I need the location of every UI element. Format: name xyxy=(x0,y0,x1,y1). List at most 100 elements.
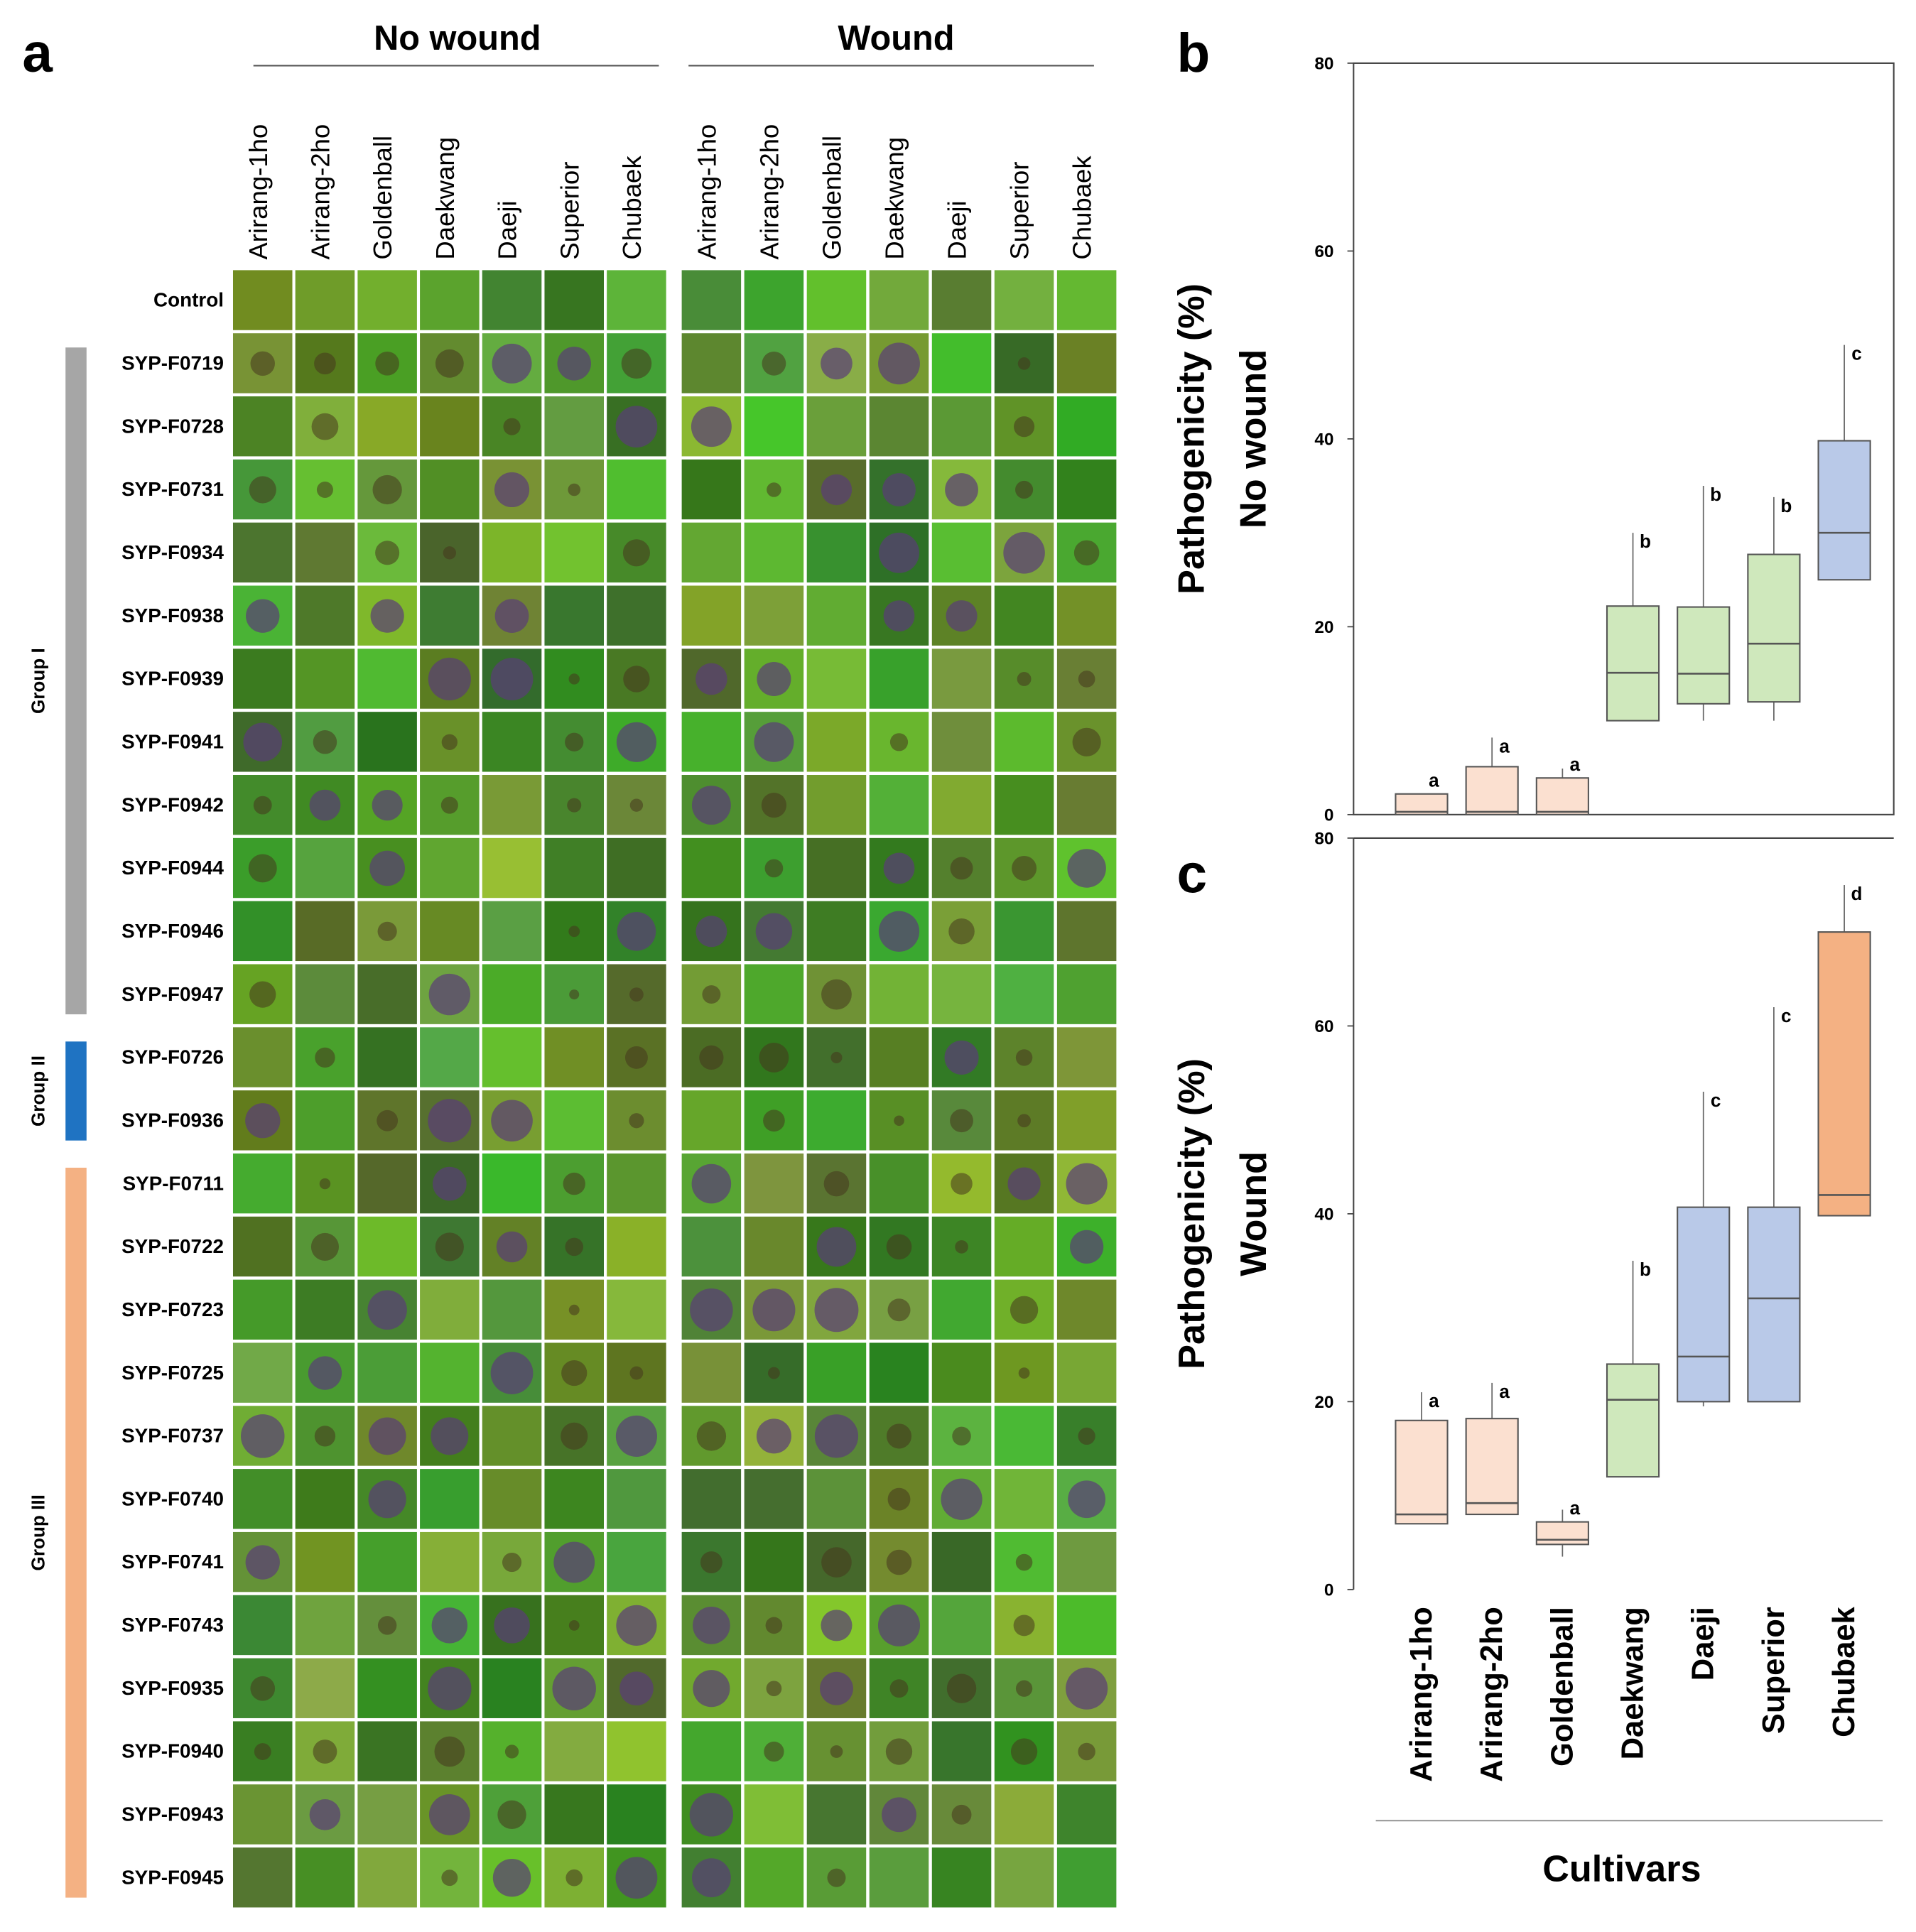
leaf-photo xyxy=(356,268,418,332)
leaf-photo xyxy=(1056,521,1118,584)
leaf-photo xyxy=(232,1594,294,1656)
group-letter: c xyxy=(1711,1090,1721,1111)
leaf-photo xyxy=(868,710,931,774)
leaf-photo xyxy=(232,1341,294,1404)
box xyxy=(1465,1418,1519,1516)
box xyxy=(1817,440,1871,581)
y-tick-label: 20 xyxy=(1314,1393,1333,1412)
lesion xyxy=(816,1227,857,1267)
row-label: SYP-F0725 xyxy=(121,1362,224,1384)
leaf-photo xyxy=(418,268,481,332)
leaf-photo xyxy=(481,710,543,774)
leaf-photo xyxy=(993,1656,1056,1720)
leaf-photo xyxy=(680,1720,742,1783)
lesion xyxy=(702,985,721,1004)
leaf-photo xyxy=(293,1846,356,1909)
x-tick-label: Chubaek xyxy=(1827,1606,1861,1737)
leaf-photo xyxy=(543,1720,605,1783)
leaf-photo xyxy=(805,647,867,710)
leaf-photo xyxy=(805,1341,867,1404)
lesion xyxy=(1015,1553,1033,1571)
lesion xyxy=(369,850,406,886)
leaf-photo xyxy=(356,395,418,458)
leaf-photo xyxy=(680,1152,742,1215)
lesion xyxy=(561,1360,588,1386)
lesion xyxy=(622,539,650,567)
leaf-photo xyxy=(1056,1846,1118,1909)
leaf-photo xyxy=(418,899,481,962)
leaf-photo xyxy=(680,1089,742,1152)
leaf-photo xyxy=(868,1783,931,1846)
leaf-photo xyxy=(1056,584,1118,647)
leaf-photo xyxy=(543,1467,605,1531)
lesion xyxy=(691,1163,732,1204)
lesion xyxy=(767,1367,780,1379)
lesion xyxy=(367,1290,407,1330)
row-label: SYP-F0940 xyxy=(121,1740,224,1762)
leaf-photo xyxy=(993,268,1056,332)
leaf-photo xyxy=(742,1152,805,1215)
lesion xyxy=(372,474,402,505)
leaf-photo xyxy=(1056,1026,1118,1089)
lesion xyxy=(243,722,283,762)
lesion xyxy=(552,1666,596,1710)
lesion xyxy=(310,1232,339,1261)
leaf-photo xyxy=(680,710,742,774)
leaf-photo xyxy=(1056,962,1118,1026)
lesion xyxy=(1017,1114,1032,1128)
column-label: Arirang-1ho xyxy=(692,124,721,260)
lesion xyxy=(830,1745,843,1758)
group-letter: a xyxy=(1429,1390,1439,1411)
lesion xyxy=(1072,727,1101,756)
leaf-photo xyxy=(356,1215,418,1278)
lesion xyxy=(1003,532,1045,574)
lesion xyxy=(619,1671,654,1706)
lesion xyxy=(886,1234,912,1260)
leaf-photo xyxy=(1056,458,1118,521)
leaf-photo xyxy=(931,710,993,774)
leaf-photo xyxy=(993,962,1056,1026)
leaf-photo xyxy=(481,837,543,899)
y-axis-label: Pathogenicity (%) xyxy=(1171,1058,1213,1369)
box xyxy=(1606,605,1660,722)
leaf-photo xyxy=(293,1215,356,1278)
leaf-photo xyxy=(481,584,543,647)
leaf-photo xyxy=(232,1278,294,1341)
box xyxy=(1606,1363,1660,1478)
lesion xyxy=(254,1743,271,1760)
group-letter: b xyxy=(1780,495,1792,516)
leaf-photo xyxy=(742,1846,805,1909)
lesion xyxy=(431,1607,468,1644)
leaf-photo xyxy=(605,1278,668,1341)
column-label: Arirang-1ho xyxy=(244,124,273,260)
leaf-photo xyxy=(993,1846,1056,1909)
row-label: SYP-F0939 xyxy=(121,668,224,690)
leaf-photo xyxy=(742,962,805,1026)
lesion xyxy=(883,852,915,884)
column-label: Chubaek xyxy=(1068,156,1097,260)
group-label: Group I xyxy=(28,648,49,714)
row-label: SYP-F0731 xyxy=(121,478,224,500)
lesion xyxy=(761,793,787,818)
lesion xyxy=(877,1604,921,1646)
lesion xyxy=(253,796,272,815)
lesion xyxy=(490,658,534,700)
lesion xyxy=(693,1607,730,1644)
box xyxy=(1465,766,1519,815)
panel-label: b xyxy=(1176,23,1210,84)
leaf-photo xyxy=(931,774,993,837)
lesion xyxy=(377,921,397,941)
y-tick-label: 40 xyxy=(1314,1205,1333,1225)
group-letter: b xyxy=(1710,484,1721,505)
leaf-photo xyxy=(1056,1341,1118,1404)
leaf-photo xyxy=(356,1089,418,1152)
lesion xyxy=(821,1610,853,1641)
lesion xyxy=(1007,1167,1041,1200)
leaf-photo xyxy=(931,332,993,395)
leaf-photo xyxy=(293,899,356,962)
lesion xyxy=(1073,540,1100,566)
leaf-photo xyxy=(993,1467,1056,1531)
lesion xyxy=(1014,416,1035,438)
leaf-photo xyxy=(680,1594,742,1656)
leaf-photo xyxy=(931,1531,993,1594)
